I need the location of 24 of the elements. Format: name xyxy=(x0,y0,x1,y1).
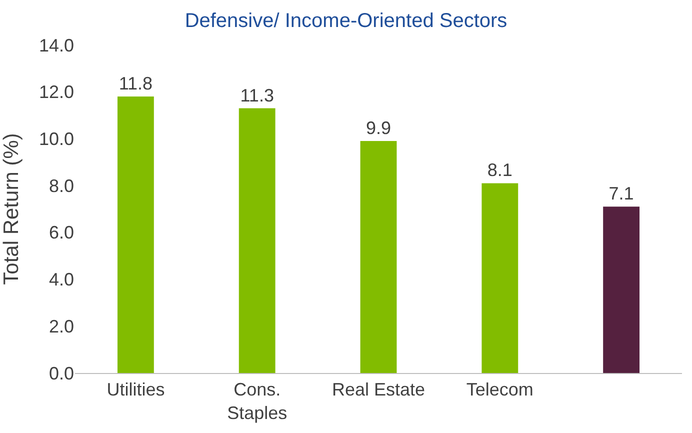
y-tick-label: 4.0 xyxy=(48,270,74,290)
y-tick-label: 2.0 xyxy=(48,316,74,336)
y-tick-label: 14.0 xyxy=(38,35,74,56)
y-tick-label: 6.0 xyxy=(48,222,74,243)
bar xyxy=(117,96,154,373)
y-axis-title: Total Return (%) xyxy=(0,133,23,285)
x-tick-label: Utilities xyxy=(106,380,165,400)
x-tick-label: Real Estate xyxy=(332,380,426,400)
x-tick-label: Telecom xyxy=(466,380,534,400)
data-label: 8.1 xyxy=(487,160,512,180)
x-tick-label: Cons. Staples xyxy=(227,380,288,423)
y-tick-label: 0.0 xyxy=(48,363,74,384)
data-label: 9.9 xyxy=(366,118,392,138)
bar xyxy=(482,183,518,373)
bar xyxy=(360,141,397,373)
bar xyxy=(603,206,640,373)
y-tick-label: 10.0 xyxy=(38,129,74,150)
data-label: 11.3 xyxy=(240,85,274,106)
chart-title: Defensive/ Income-Oriented Sectors xyxy=(184,10,508,32)
data-label: 7.1 xyxy=(608,184,634,204)
y-tick-label: 8.0 xyxy=(48,176,74,196)
data-label: 11.8 xyxy=(118,74,153,94)
bar xyxy=(238,108,276,373)
y-tick-label: 12.0 xyxy=(38,82,74,102)
